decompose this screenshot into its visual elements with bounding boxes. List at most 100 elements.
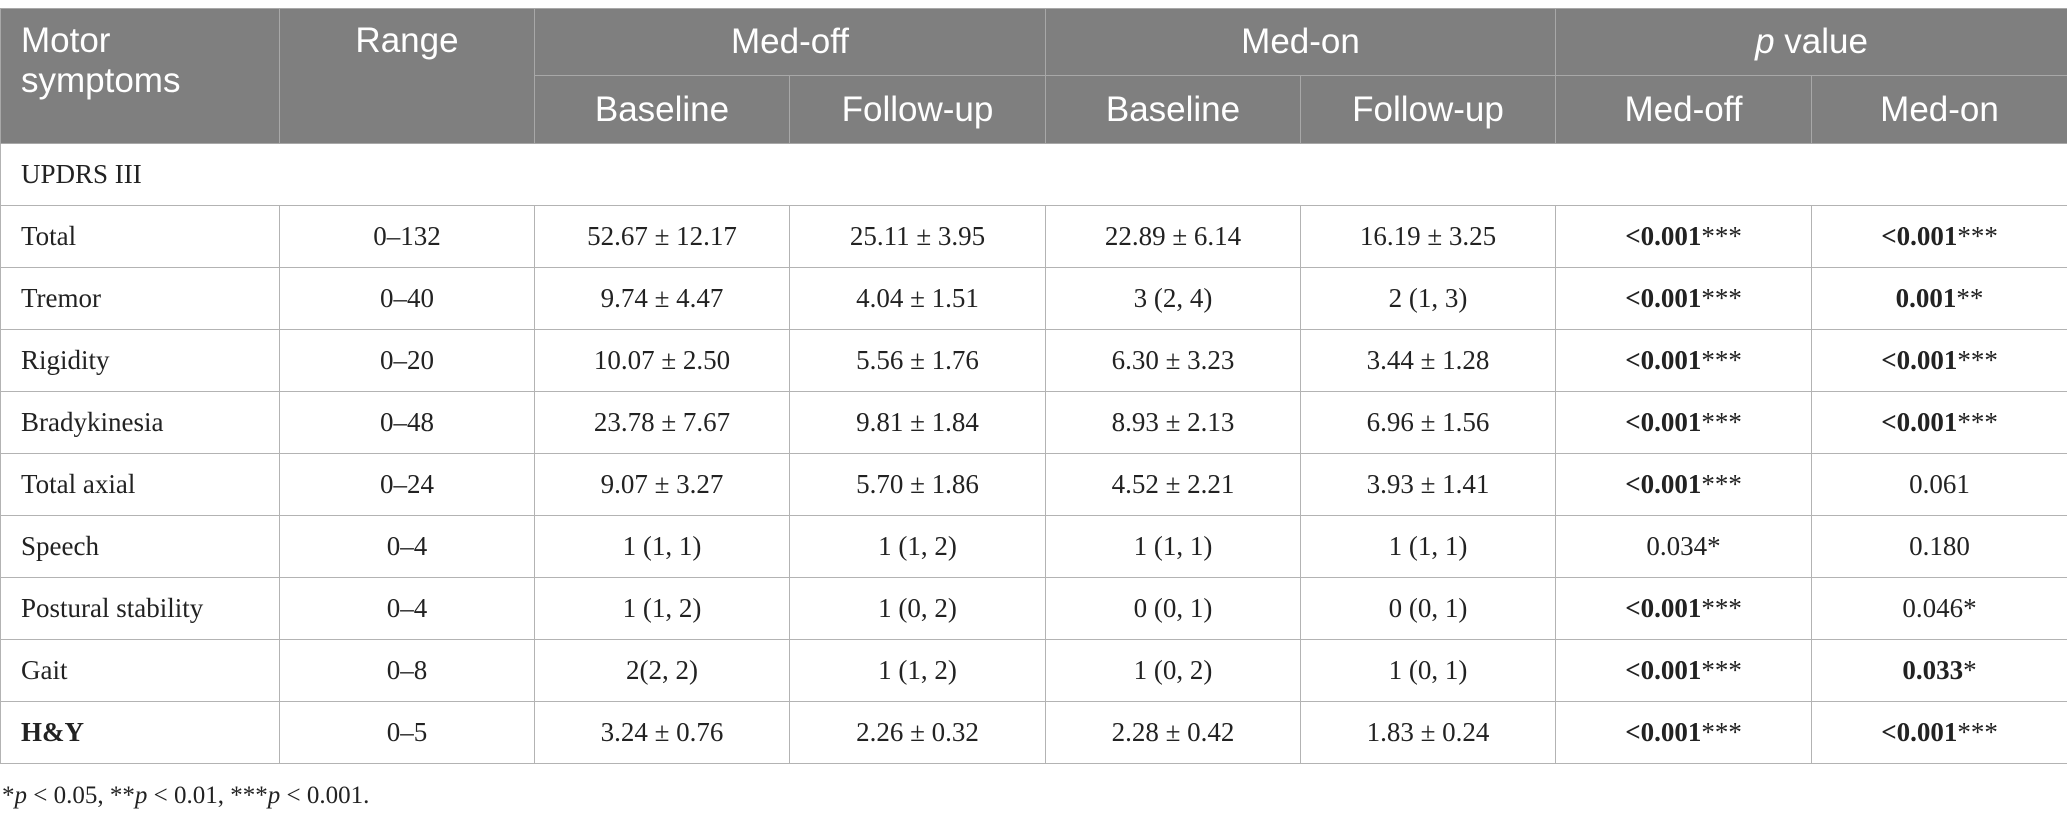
row-label: Bradykinesia	[0, 391, 280, 454]
med-off-followup-cell: 2.26 ± 0.32	[789, 701, 1046, 764]
med-off-followup-cell: 25.11 ± 3.95	[789, 205, 1046, 268]
p-value-med-on-cell: <0.001***	[1811, 701, 2067, 764]
p-value-bold: 0.033	[1902, 655, 1964, 685]
significance-stars: ***	[1701, 407, 1742, 437]
p-value-med-off-cell: <0.001***	[1555, 453, 1813, 516]
significance-stars: ***	[1701, 717, 1742, 747]
med-off-followup-cell: 9.81 ± 1.84	[789, 391, 1046, 454]
p-value-bold: <0.001	[1881, 717, 1958, 747]
table-row: Postural stability 0–4 1 (1, 2) 1 (0, 2) 0 (…	[0, 577, 2067, 640]
subheader-followup-off: Follow-up	[789, 75, 1046, 144]
header-p-rest: value	[1774, 22, 1868, 61]
section-updrs-iii: UPDRS III	[0, 143, 2067, 206]
med-on-followup-cell: 2 (1, 3)	[1299, 267, 1557, 330]
row-label: Gait	[0, 639, 280, 702]
table-row: Gait 0–8 2(2, 2) 1 (1, 2) 1 (0, 2) 1 (0, 1) <0…	[0, 639, 2067, 702]
table-row: Rigidity 0–20 10.07 ± 2.50 5.56 ± 1.76 6.30 …	[0, 329, 2067, 392]
p-value-bold: <0.001	[1625, 283, 1702, 313]
header-p-value: p value	[1555, 8, 2067, 76]
header-p-italic: p	[1755, 22, 1775, 61]
row-label: Total axial	[0, 453, 280, 516]
header-motor-symptoms: Motor symptoms	[0, 8, 280, 144]
med-on-followup-cell: 3.93 ± 1.41	[1299, 453, 1557, 516]
p-value-bold: <0.001	[1881, 345, 1958, 375]
motor-symptoms-table: Motor symptoms Range Med-off Med-on p va…	[0, 8, 2067, 764]
header-range: Range	[279, 8, 535, 144]
p-value-med-on-cell: <0.001***	[1811, 391, 2067, 454]
row-label: H&Y	[0, 701, 280, 764]
range-cell: 0–132	[279, 205, 535, 268]
p-value-med-on-cell: 0.033*	[1811, 639, 2067, 702]
med-on-baseline-cell: 4.52 ± 2.21	[1045, 453, 1301, 516]
med-off-baseline-cell: 9.74 ± 4.47	[534, 267, 790, 330]
p-value-med-on-cell: 0.180	[1811, 515, 2067, 578]
subheader-p-med-on: Med-on	[1811, 75, 2067, 144]
p-value-med-on-cell: <0.001***	[1811, 205, 2067, 268]
med-on-followup-cell: 1 (1, 1)	[1299, 515, 1557, 578]
med-on-baseline-cell: 3 (2, 4)	[1045, 267, 1301, 330]
range-cell: 0–20	[279, 329, 535, 392]
row-label: Postural stability	[0, 577, 280, 640]
row-label: Speech	[0, 515, 280, 578]
med-on-baseline-cell: 2.28 ± 0.42	[1045, 701, 1301, 764]
p-value-bold: <0.001	[1625, 345, 1702, 375]
med-off-followup-cell: 5.70 ± 1.86	[789, 453, 1046, 516]
significance-stars: ***	[1701, 345, 1742, 375]
med-on-followup-cell: 1.83 ± 0.24	[1299, 701, 1557, 764]
med-off-followup-cell: 4.04 ± 1.51	[789, 267, 1046, 330]
significance-stars: ***	[1701, 593, 1742, 623]
p-value-med-on-cell: 0.001**	[1811, 267, 2067, 330]
table-row: Tremor 0–40 9.74 ± 4.47 4.04 ± 1.51 3 (2, 4)…	[0, 267, 2067, 330]
med-on-followup-cell: 1 (0, 1)	[1299, 639, 1557, 702]
row-label: Rigidity	[0, 329, 280, 392]
med-on-followup-cell: 3.44 ± 1.28	[1299, 329, 1557, 392]
med-on-followup-cell: 16.19 ± 3.25	[1299, 205, 1557, 268]
range-cell: 0–8	[279, 639, 535, 702]
med-on-baseline-cell: 0 (0, 1)	[1045, 577, 1301, 640]
med-off-followup-cell: 1 (1, 2)	[789, 515, 1046, 578]
table-row: Bradykinesia 0–48 23.78 ± 7.67 9.81 ± 1.84 8…	[0, 391, 2067, 454]
p-value-med-off-cell: <0.001***	[1555, 205, 1813, 268]
med-off-baseline-cell: 1 (1, 1)	[534, 515, 790, 578]
footnote: *p < 0.05, **p < 0.01, ***p < 0.001.	[2, 782, 370, 809]
subheader-baseline-on: Baseline	[1045, 75, 1301, 144]
significance-stars: **	[1956, 283, 1984, 313]
range-cell: 0–24	[279, 453, 535, 516]
p-value-bold: <0.001	[1625, 717, 1702, 747]
range-cell: 0–48	[279, 391, 535, 454]
significance-stars: ***	[1701, 469, 1742, 499]
range-cell: 0–40	[279, 267, 535, 330]
p-value-med-off-cell: <0.001***	[1555, 329, 1813, 392]
significance-stars: ***	[1957, 717, 1998, 747]
significance-stars: ***	[1701, 221, 1742, 251]
row-label: Total	[0, 205, 280, 268]
p-value-med-off-cell: <0.001***	[1555, 391, 1813, 454]
significance-stars: *	[1963, 655, 1977, 685]
p-value-med-on-cell: 0.061	[1811, 453, 2067, 516]
med-on-baseline-cell: 8.93 ± 2.13	[1045, 391, 1301, 454]
p-value-bold: <0.001	[1625, 407, 1702, 437]
range-cell: 0–5	[279, 701, 535, 764]
table-row: Speech 0–4 1 (1, 1) 1 (1, 2) 1 (1, 1) 1 (1, 1…	[0, 515, 2067, 578]
p-value-med-off-cell: 0.034*	[1555, 515, 1813, 578]
subheader-baseline-off: Baseline	[534, 75, 790, 144]
p-value-med-off-cell: <0.001***	[1555, 267, 1813, 330]
significance-stars: ***	[1957, 345, 1998, 375]
significance-stars: ***	[1701, 655, 1742, 685]
med-off-followup-cell: 5.56 ± 1.76	[789, 329, 1046, 392]
med-on-followup-cell: 0 (0, 1)	[1299, 577, 1557, 640]
p-value-med-on-cell: <0.001***	[1811, 329, 2067, 392]
p-value-bold: <0.001	[1881, 407, 1958, 437]
row-label: Tremor	[0, 267, 280, 330]
med-on-baseline-cell: 22.89 ± 6.14	[1045, 205, 1301, 268]
subheader-followup-on: Follow-up	[1299, 75, 1557, 144]
p-value-med-on-cell: 0.046*	[1811, 577, 2067, 640]
p-value-bold: <0.001	[1625, 593, 1702, 623]
p-value-bold: <0.001	[1625, 221, 1702, 251]
med-on-baseline-cell: 1 (0, 2)	[1045, 639, 1301, 702]
med-off-followup-cell: 1 (0, 2)	[789, 577, 1046, 640]
range-cell: 0–4	[279, 515, 535, 578]
med-off-baseline-cell: 10.07 ± 2.50	[534, 329, 790, 392]
p-value-med-off-cell: <0.001***	[1555, 701, 1813, 764]
med-off-baseline-cell: 23.78 ± 7.67	[534, 391, 790, 454]
